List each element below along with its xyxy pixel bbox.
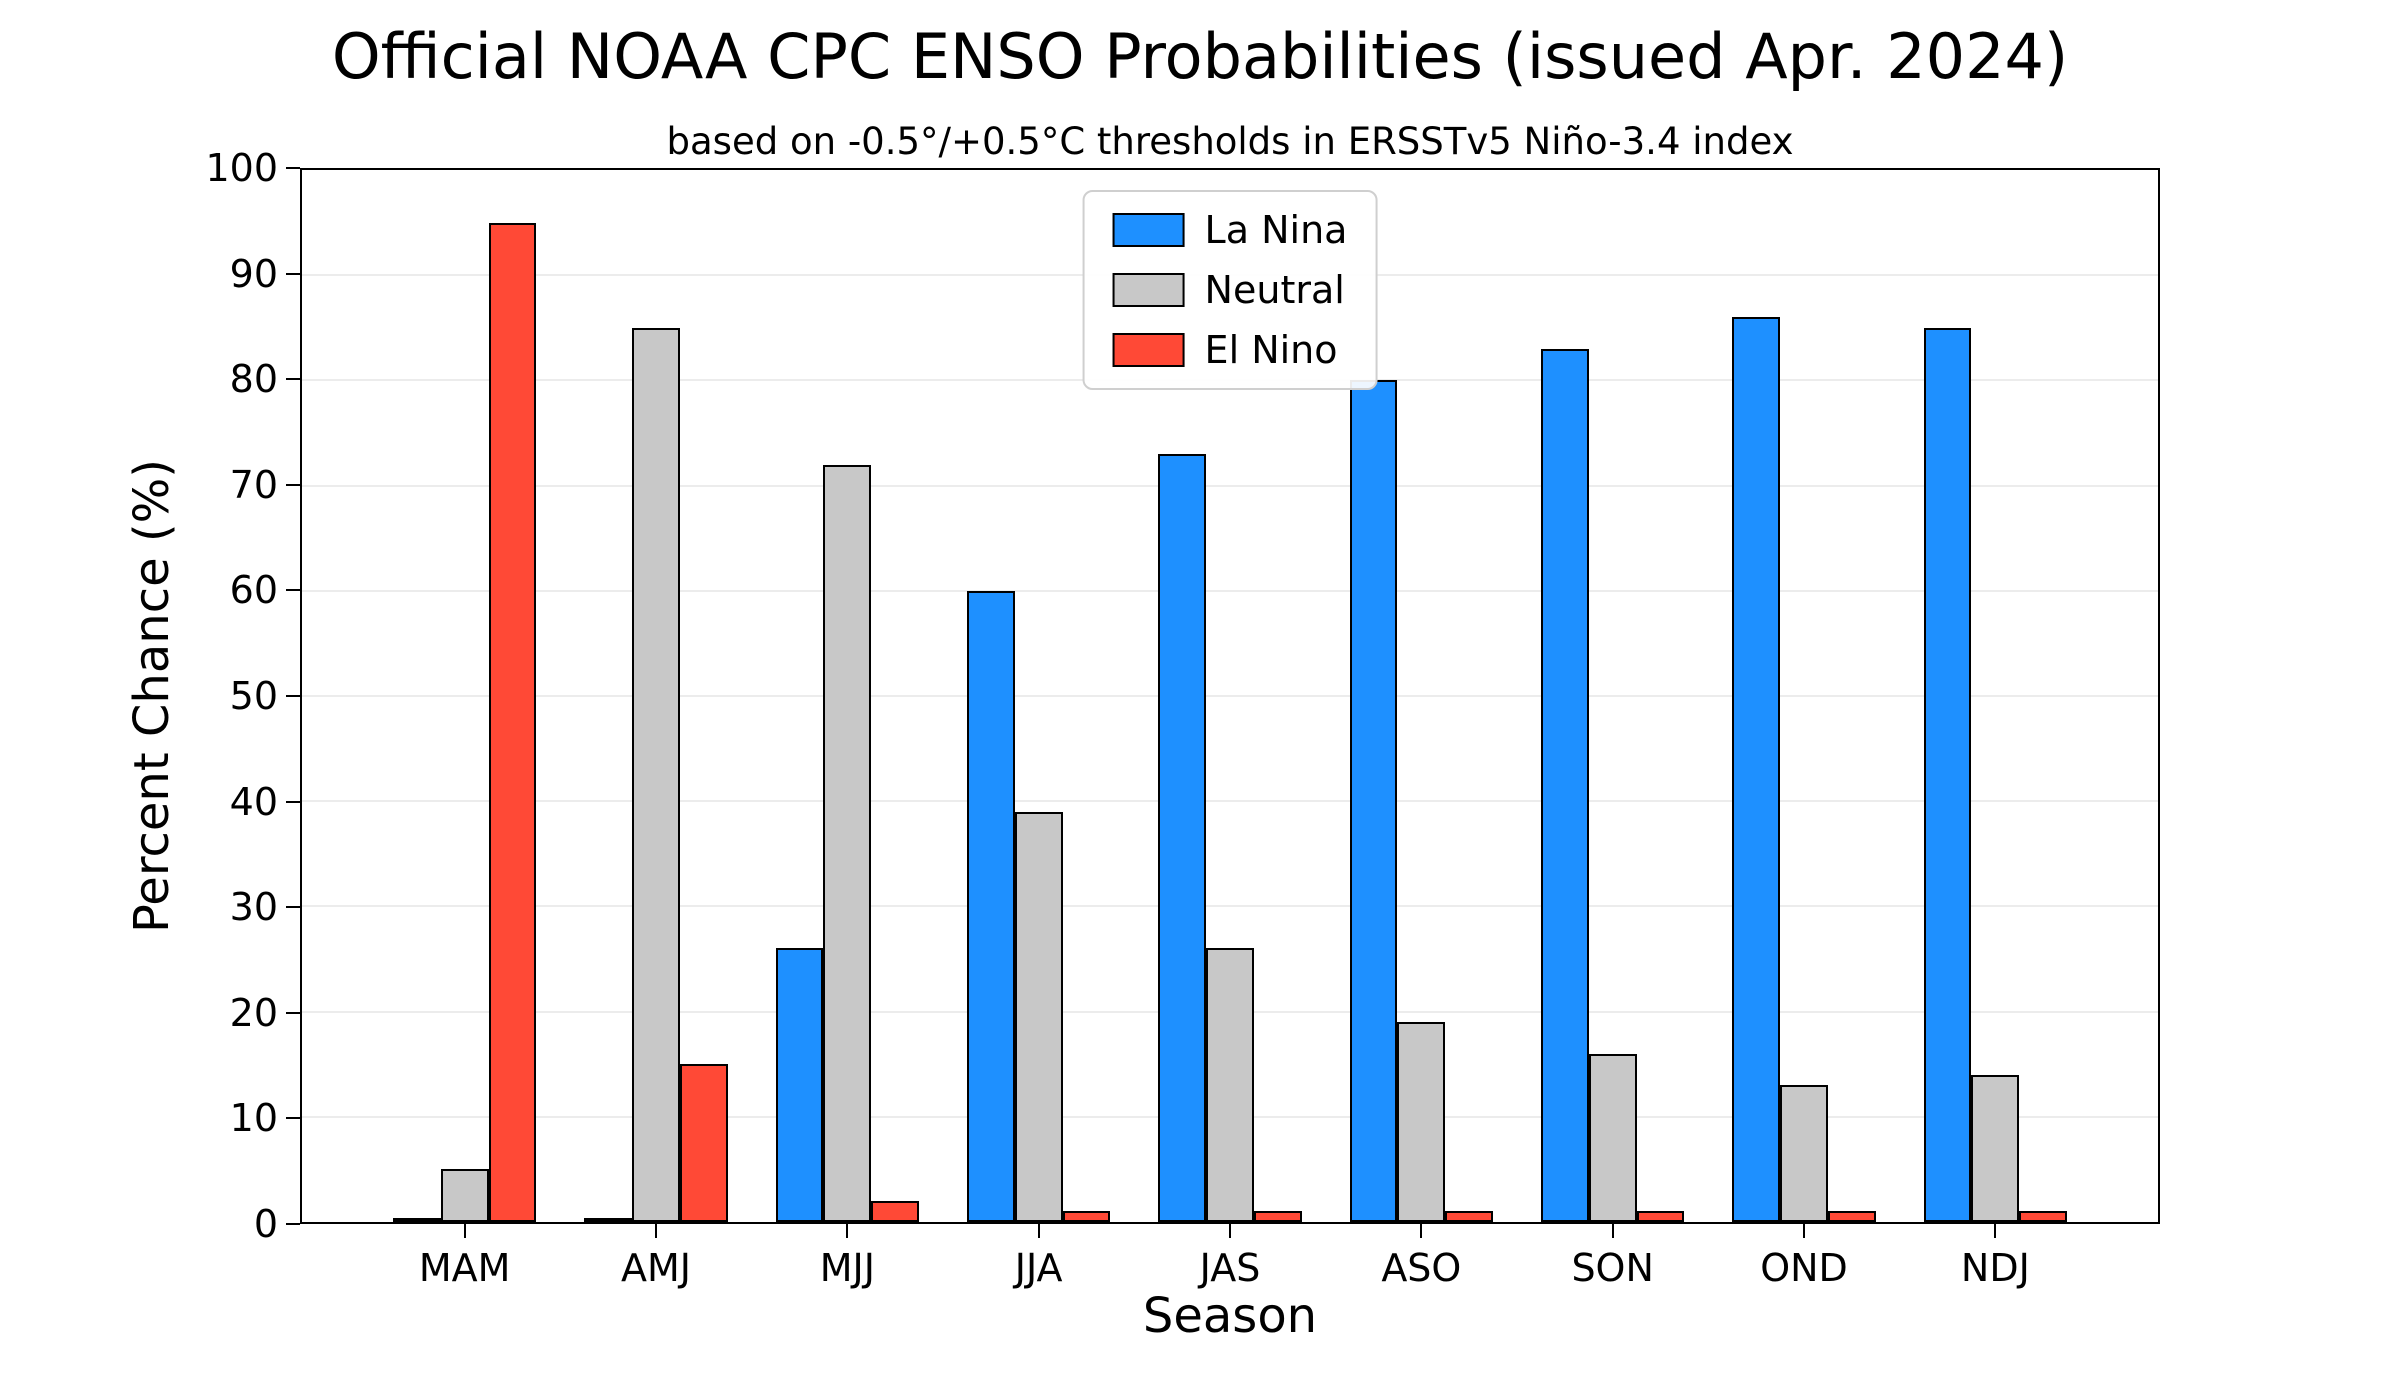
bar-neutral-MAM (440, 1169, 489, 1222)
x-tick-label: MAM (418, 1246, 511, 1290)
bar-el-nino-NDJ (2019, 1211, 2068, 1222)
y-tick-label: 100 (205, 146, 278, 190)
x-tick-mark (654, 1224, 657, 1238)
bar-neutral-OND (1780, 1085, 1828, 1222)
y-tick-label: 70 (229, 462, 278, 507)
legend-item: El Nino (1112, 328, 1348, 372)
bar-el-nino-AMJ (679, 1064, 728, 1222)
y-tick-label: 60 (229, 568, 278, 613)
plot-area: La Nina Neutral El Nino (300, 168, 2160, 1224)
x-tick-mark (1994, 1224, 1997, 1238)
y-tick-mark (286, 167, 300, 169)
legend-item: Neutral (1112, 268, 1348, 312)
x-tick-label: OND (1760, 1246, 1848, 1290)
y-tick-label: 80 (229, 357, 278, 402)
bar-la-nina-JAS (1158, 454, 1207, 1222)
x-tick-mark (1037, 1224, 1040, 1238)
gridline (302, 905, 2158, 908)
bar-neutral-AMJ (632, 327, 680, 1222)
y-tick-mark (286, 1223, 300, 1225)
y-axis-label: Percent Chance (%) (124, 459, 180, 933)
bar-la-nina-NDJ (1923, 327, 1972, 1222)
legend-swatch-el-nino (1112, 333, 1185, 367)
gridline (302, 589, 2158, 592)
x-tick-label: NDJ (1960, 1246, 2030, 1290)
x-tick-mark (463, 1224, 466, 1238)
bar-la-nina-MAM (392, 1218, 441, 1222)
bar-el-nino-MJJ (871, 1200, 920, 1222)
bar-neutral-SON (1588, 1053, 1637, 1222)
bar-la-nina-ASO (1349, 380, 1398, 1222)
x-tick-label: ASO (1381, 1246, 1462, 1290)
y-tick-label: 0 (253, 1202, 278, 1246)
x-tick-mark (846, 1224, 849, 1238)
x-tick-label: JAS (1199, 1246, 1261, 1290)
bar-neutral-JJA (1014, 811, 1063, 1222)
chart-subtitle: based on -0.5°/+0.5°C thresholds in ERSS… (666, 120, 1794, 163)
x-tick-label: JJA (1014, 1246, 1063, 1290)
legend-label: La Nina (1204, 208, 1348, 252)
bar-la-nina-SON (1540, 348, 1589, 1222)
y-tick-mark (286, 483, 300, 486)
y-tick-mark (286, 589, 300, 592)
legend-item: La Nina (1112, 208, 1348, 252)
x-tick-mark (1420, 1224, 1423, 1238)
bar-el-nino-JAS (1253, 1211, 1302, 1222)
y-tick-mark (286, 695, 300, 697)
bar-la-nina-OND (1732, 317, 1781, 1222)
bar-la-nina-MJJ (775, 948, 824, 1222)
gridline (302, 800, 2158, 803)
y-tick-label: 50 (229, 674, 278, 718)
legend-label: El Nino (1204, 328, 1338, 372)
bar-el-nino-ASO (1445, 1211, 1494, 1222)
x-tick-mark (1611, 1224, 1614, 1238)
bar-neutral-JAS (1206, 948, 1254, 1222)
legend-swatch-la-nina (1112, 213, 1185, 247)
bar-la-nina-AMJ (584, 1218, 633, 1222)
bar-la-nina-JJA (966, 590, 1015, 1222)
y-tick-mark (286, 272, 300, 275)
gridline (302, 695, 2158, 697)
bar-neutral-MJJ (823, 464, 872, 1222)
bar-neutral-NDJ (1971, 1074, 2020, 1222)
x-axis-label: Season (1142, 1288, 1318, 1344)
bar-el-nino-OND (1827, 1211, 1876, 1222)
x-tick-mark (1229, 1224, 1231, 1238)
y-tick-label: 30 (229, 885, 278, 930)
y-tick-label: 20 (229, 990, 278, 1035)
y-tick-label: 10 (229, 1096, 278, 1141)
legend: La Nina Neutral El Nino (1082, 190, 1378, 390)
y-tick-mark (286, 1011, 300, 1014)
x-tick-mark (1803, 1224, 1806, 1238)
x-tick-label: AMJ (620, 1246, 691, 1290)
bar-neutral-ASO (1397, 1022, 1446, 1222)
x-tick-label: MJJ (819, 1246, 875, 1290)
y-tick-mark (286, 906, 300, 909)
legend-swatch-neutral (1112, 273, 1185, 307)
y-tick-label: 90 (229, 251, 278, 296)
bar-el-nino-SON (1636, 1211, 1685, 1222)
y-tick-mark (286, 800, 300, 803)
chart-title: Official NOAA CPC ENSO Probabilities (is… (331, 20, 2069, 93)
x-tick-label: SON (1571, 1246, 1654, 1290)
y-tick-label: 40 (229, 779, 278, 824)
y-tick-mark (286, 1117, 300, 1120)
legend-label: Neutral (1204, 268, 1345, 312)
y-tick-mark (286, 378, 300, 381)
bar-el-nino-MAM (488, 222, 537, 1222)
bar-el-nino-JJA (1062, 1211, 1111, 1222)
gridline (302, 484, 2158, 487)
